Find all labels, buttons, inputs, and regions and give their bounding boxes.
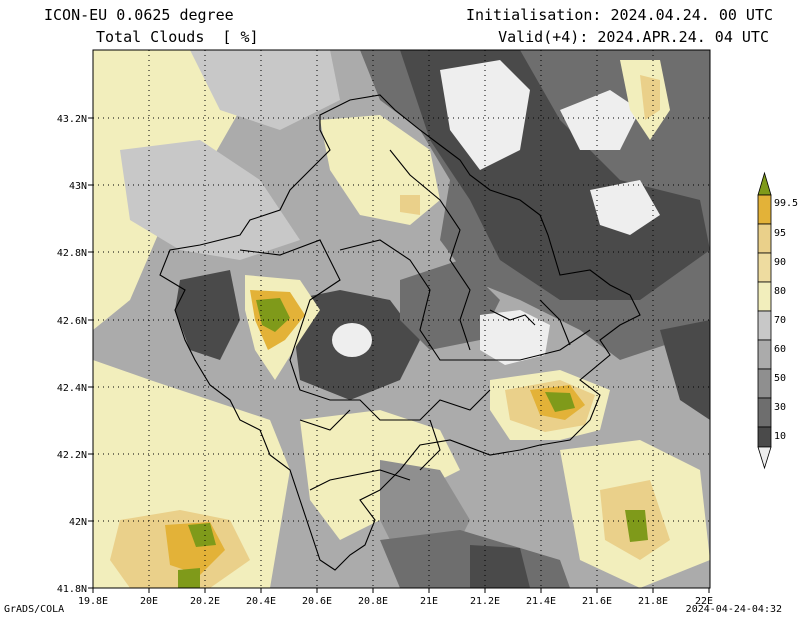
legend-label: 60 <box>774 344 786 355</box>
legend-label: 30 <box>774 402 786 413</box>
render-timestamp: 2024-04-24-04:32 <box>685 604 782 615</box>
legend-swatch <box>757 310 772 341</box>
legend-label: 70 <box>774 315 786 326</box>
lon-tick-label: 21.8E <box>638 596 668 607</box>
lat-tick-label: 42.2N <box>57 450 87 461</box>
legend-label: 90 <box>774 257 786 268</box>
software-credit: GrADS/COLA <box>4 604 65 615</box>
lon-tick-label: 21.6E <box>582 596 612 607</box>
map-title-model: ICON-EU 0.0625 degree <box>44 6 234 24</box>
legend-swatch <box>757 223 772 254</box>
legend-swatch <box>757 368 772 399</box>
plot-frame <box>92 49 711 589</box>
lon-tick-label: 21.4E <box>526 596 556 607</box>
legend-label: 95 <box>774 228 786 239</box>
lon-tick-label: 19.8E <box>78 596 108 607</box>
map-title-field: Total Clouds [ %] <box>96 28 259 46</box>
legend-label: 10 <box>774 431 786 442</box>
legend-swatch <box>757 252 772 283</box>
cloud-field <box>93 50 710 588</box>
lon-tick-label: 20.8E <box>358 596 388 607</box>
lat-tick-label: 41.8N <box>57 584 87 595</box>
lat-tick-label: 42.4N <box>57 383 87 394</box>
lat-tick-label: 42.6N <box>57 316 87 327</box>
lat-tick-label: 42N <box>69 517 87 528</box>
legend-swatch <box>757 171 772 196</box>
lat-tick-label: 42.8N <box>57 248 87 259</box>
color-legend <box>757 171 772 470</box>
valid-time: Valid(+4): 2024.APR.24. 04 UTC <box>498 28 769 46</box>
lon-tick-label: 20.4E <box>246 596 276 607</box>
lon-tick-label: 20.6E <box>302 596 332 607</box>
legend-swatch <box>757 281 772 312</box>
legend-swatch <box>757 446 772 470</box>
lat-tick-label: 43N <box>69 181 87 192</box>
lon-tick-label: 22E <box>695 596 713 607</box>
legend-swatch <box>757 426 772 448</box>
lon-tick-label: 21E <box>420 596 438 607</box>
legend-swatch <box>757 339 772 370</box>
legend-label: 80 <box>774 286 786 297</box>
legend-label: 50 <box>774 373 786 384</box>
legend-swatch <box>757 397 772 428</box>
lon-tick-label: 20.2E <box>190 596 220 607</box>
initialisation-time: Initialisation: 2024.04.24. 00 UTC <box>465 6 773 24</box>
lon-tick-label: 20E <box>140 596 158 607</box>
legend-label: 99.5 <box>774 198 798 209</box>
lon-tick-label: 21.2E <box>470 596 500 607</box>
legend-swatch <box>757 194 772 225</box>
lat-tick-label: 43.2N <box>57 114 87 125</box>
